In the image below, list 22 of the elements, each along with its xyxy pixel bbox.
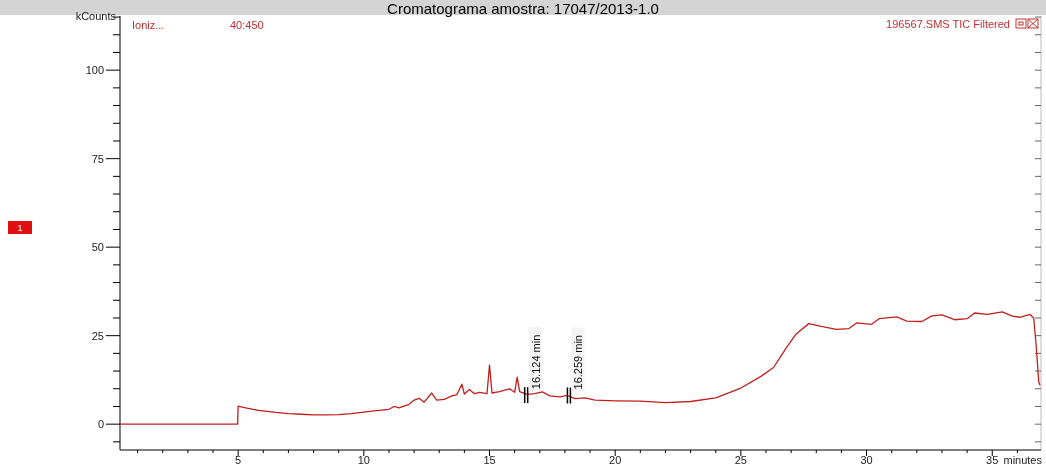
annotation: 16.124 min <box>529 334 542 390</box>
y-tick-label: 25 <box>91 329 104 342</box>
x-tick-label: 25 <box>734 454 747 466</box>
text: 1 <box>17 223 23 233</box>
x-tick-label: 35 <box>986 454 999 466</box>
y-tick-label: 50 <box>91 241 104 254</box>
x-tick-label: 10 <box>357 454 370 466</box>
chart-title: Cromatograma amostra: 17047/2013-1.0 <box>387 0 659 17</box>
y-tick-label: 0 <box>97 418 104 431</box>
x-tick-label: 5 <box>235 454 242 466</box>
annotation: 16.259 min <box>572 335 585 390</box>
y-axis-title: kCounts <box>75 10 117 22</box>
y-tick-label: 100 <box>85 64 104 77</box>
x-tick-label: 30 <box>860 454 873 466</box>
x-tick-label: 20 <box>609 454 622 466</box>
x-tick-label: 15 <box>483 454 496 466</box>
annotation: Ioniz... <box>132 19 165 31</box>
annotation: 196567.SMS TIC Filtered <box>886 18 1010 30</box>
line-series <box>119 311 1041 425</box>
annotation: 40:450 <box>230 19 264 31</box>
y-tick-label: 75 <box>91 152 104 165</box>
x-axis-title: minutes <box>1003 454 1043 466</box>
